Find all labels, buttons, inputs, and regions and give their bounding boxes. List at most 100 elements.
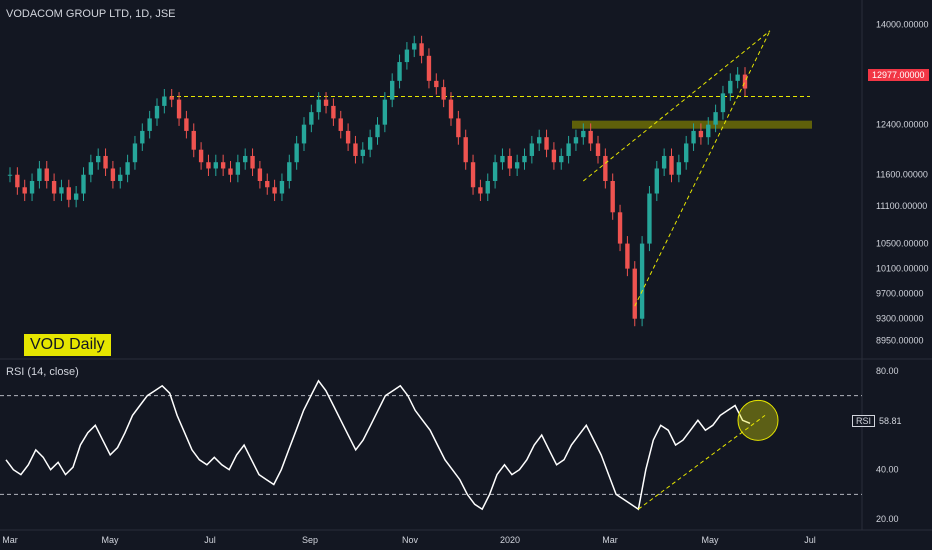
candle-body — [470, 162, 476, 188]
annotation-label: VOD Daily — [24, 334, 111, 356]
candle-body — [22, 187, 27, 194]
candle-body — [250, 155, 255, 169]
candle-body — [382, 99, 388, 125]
candle-body — [213, 162, 218, 169]
candle-body — [661, 155, 667, 169]
candle-body — [713, 112, 718, 125]
candle-body — [125, 162, 130, 175]
candle-body — [367, 137, 373, 150]
candle-body — [147, 118, 152, 131]
candle-body — [132, 143, 138, 163]
candle-body — [610, 181, 615, 213]
candle-body — [448, 99, 454, 119]
candle-body — [257, 168, 263, 181]
rsi-value-tag: RSI 58.81 — [852, 415, 902, 427]
candle-body — [198, 149, 204, 163]
candle-body — [29, 181, 35, 194]
candle-body — [595, 143, 601, 156]
candle-body — [309, 112, 314, 125]
candle-body — [412, 43, 417, 50]
price-tick-label: 9300.00000 — [876, 314, 924, 324]
candle-body — [537, 137, 542, 144]
candle-body — [588, 130, 593, 144]
candle-body — [654, 168, 659, 194]
candle-body — [66, 187, 71, 200]
candle-body — [625, 243, 630, 269]
rsi-title: RSI (14, close) — [6, 366, 79, 378]
candle-body — [426, 55, 432, 81]
candle-body — [169, 96, 174, 100]
candle-body — [294, 143, 299, 163]
candle-body — [110, 168, 116, 181]
candle-body — [500, 155, 505, 163]
rsi-highlight-circle — [737, 399, 779, 441]
candle-body — [154, 105, 160, 119]
candle-body — [478, 187, 483, 194]
candle-body — [544, 137, 549, 150]
candle-body — [639, 243, 645, 319]
candle-body — [345, 130, 351, 144]
candle-body — [338, 118, 343, 131]
price-tick-label: 12400.00000 — [876, 120, 929, 130]
candle-body — [375, 124, 380, 138]
price-tick-label: 9700.00000 — [876, 289, 924, 299]
candle-body — [397, 62, 402, 81]
candle-body — [81, 174, 86, 194]
candle-body — [228, 168, 233, 175]
candle-body — [118, 174, 123, 181]
candle-body — [301, 124, 307, 144]
candle-body — [485, 181, 490, 194]
candle-body — [360, 149, 365, 156]
candle-body — [103, 155, 108, 169]
candle-body — [676, 162, 682, 175]
candle-body — [441, 87, 446, 100]
price-tick-label: 11600.00000 — [876, 170, 928, 180]
candle-body — [176, 99, 182, 119]
candle-body — [551, 149, 557, 163]
rsi-tag-label: RSI — [852, 415, 876, 427]
candle-body — [353, 143, 358, 156]
candle-body — [573, 137, 579, 144]
candle-body — [684, 143, 689, 163]
rsi-tick-label: 40.00 — [876, 465, 899, 475]
rsi-tick-label: 20.00 — [876, 514, 899, 524]
time-tick-label: Mar — [2, 535, 18, 545]
candle-body — [419, 43, 424, 56]
candle-body — [96, 155, 101, 163]
rsi-tick-label: 80.00 — [876, 366, 899, 376]
candle-body — [735, 74, 740, 81]
candle-body — [316, 99, 321, 113]
time-tick-label: May — [701, 535, 719, 545]
chart-title: VODACOM GROUP LTD, 1D, JSE — [6, 8, 176, 20]
candle-body — [566, 143, 571, 156]
candle-body — [15, 174, 20, 188]
candle-body — [742, 74, 748, 89]
candle-body — [404, 49, 410, 63]
candle-body — [581, 130, 586, 138]
candle-body — [191, 130, 196, 150]
candle-body — [323, 99, 329, 106]
price-tick-label: 8950.00000 — [876, 336, 924, 346]
candle-body — [206, 162, 211, 169]
candle-body — [720, 93, 726, 113]
candle-body — [73, 193, 79, 200]
time-tick-label: Jul — [804, 535, 816, 545]
candle-body — [59, 187, 64, 194]
candle-body — [691, 130, 696, 144]
rsi-tag-value: 58.81 — [879, 416, 902, 426]
last-price-tag: 12977.00000 — [868, 69, 929, 81]
candle-body — [51, 181, 57, 194]
rsi-support-trendline — [638, 414, 766, 510]
time-tick-label: Mar — [602, 535, 618, 545]
resistance-zone — [572, 120, 812, 129]
candle-body — [617, 212, 623, 244]
candle-body — [728, 80, 733, 94]
candle-body — [390, 80, 395, 100]
candle-body — [669, 155, 674, 175]
time-tick-label: Jul — [204, 535, 216, 545]
candle-body — [279, 181, 285, 194]
candle-body — [265, 181, 270, 188]
candle-body — [37, 168, 42, 181]
price-tick-label: 10100.00000 — [876, 264, 929, 274]
